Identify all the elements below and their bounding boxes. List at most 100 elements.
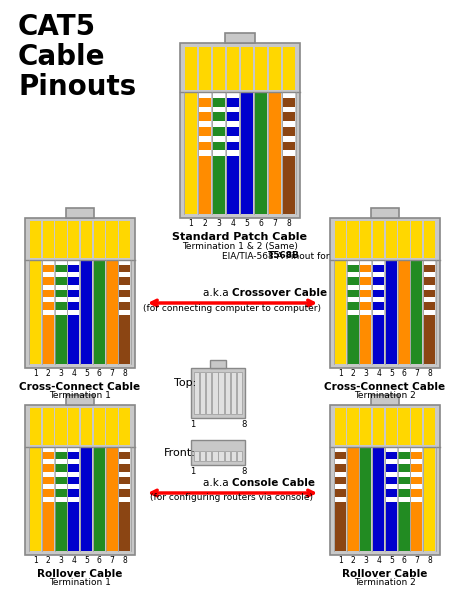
Text: 6: 6 xyxy=(97,556,101,565)
Bar xyxy=(347,260,359,322)
Bar xyxy=(55,221,66,258)
Text: Top:: Top: xyxy=(174,378,196,388)
Bar xyxy=(93,509,105,551)
FancyBboxPatch shape xyxy=(210,360,226,368)
Bar xyxy=(255,92,267,165)
Bar xyxy=(283,112,295,121)
Bar xyxy=(81,408,92,445)
Bar xyxy=(43,277,54,285)
Bar xyxy=(360,277,372,285)
Text: 5: 5 xyxy=(389,556,394,565)
Bar xyxy=(43,477,54,484)
Bar xyxy=(424,290,435,297)
Bar xyxy=(335,477,346,484)
Text: 6: 6 xyxy=(97,369,101,378)
Bar xyxy=(227,92,239,165)
FancyBboxPatch shape xyxy=(330,405,440,555)
Text: 8: 8 xyxy=(242,420,247,429)
Bar xyxy=(68,302,79,310)
Bar xyxy=(373,314,384,322)
Bar xyxy=(241,47,253,90)
Bar xyxy=(199,92,211,165)
Bar xyxy=(335,408,346,445)
Bar xyxy=(424,408,435,445)
Bar xyxy=(231,451,236,461)
Bar xyxy=(399,509,410,551)
Bar xyxy=(68,290,79,297)
Bar xyxy=(106,509,118,551)
Bar xyxy=(213,98,225,107)
Bar xyxy=(411,408,422,445)
Bar xyxy=(399,489,410,497)
Bar xyxy=(360,221,372,258)
Bar xyxy=(411,477,422,484)
Bar xyxy=(255,165,267,214)
Text: Termination 1: Termination 1 xyxy=(49,578,111,587)
Text: 4: 4 xyxy=(376,369,381,378)
FancyBboxPatch shape xyxy=(191,440,246,465)
Bar xyxy=(185,165,197,214)
Bar xyxy=(93,260,105,322)
Bar xyxy=(55,277,66,285)
Bar xyxy=(360,260,372,322)
Text: 3: 3 xyxy=(58,556,64,565)
Bar xyxy=(399,260,410,322)
Bar xyxy=(373,277,384,285)
Bar xyxy=(119,260,130,322)
Bar xyxy=(360,322,372,364)
Bar xyxy=(335,489,346,497)
Bar xyxy=(55,265,66,272)
Bar xyxy=(213,92,225,165)
Bar xyxy=(283,127,295,136)
Text: Termination 2: Termination 2 xyxy=(354,391,416,400)
Text: 7: 7 xyxy=(109,369,114,378)
Text: 4: 4 xyxy=(71,556,76,565)
Text: Rollover Cable: Rollover Cable xyxy=(37,569,123,579)
Text: 8: 8 xyxy=(287,219,292,228)
Bar xyxy=(68,501,79,509)
Bar xyxy=(55,314,66,322)
Bar xyxy=(386,322,397,364)
Bar xyxy=(30,322,41,364)
Bar xyxy=(212,372,218,414)
Text: Cross-Connect Cable: Cross-Connect Cable xyxy=(19,382,141,392)
Bar xyxy=(212,451,218,461)
Bar xyxy=(227,98,239,107)
Bar xyxy=(106,221,118,258)
Bar xyxy=(424,265,435,272)
Bar xyxy=(43,290,54,297)
Bar xyxy=(386,447,397,509)
Bar xyxy=(43,260,54,322)
Bar xyxy=(199,165,211,214)
Text: (for configuring routers via console): (for configuring routers via console) xyxy=(151,493,313,503)
Text: 6: 6 xyxy=(258,219,264,228)
Bar xyxy=(386,221,397,258)
Text: Console Cable: Console Cable xyxy=(232,478,315,488)
Bar xyxy=(55,260,66,322)
Text: 1: 1 xyxy=(33,556,38,565)
Bar xyxy=(68,489,79,497)
Bar xyxy=(81,260,92,322)
Bar xyxy=(269,92,281,165)
Bar xyxy=(360,447,372,509)
Text: Termination 1 & 2 (Same): Termination 1 & 2 (Same) xyxy=(182,242,298,251)
Text: 3: 3 xyxy=(58,369,64,378)
Bar xyxy=(424,260,435,322)
Bar xyxy=(347,509,359,551)
Bar xyxy=(424,322,435,364)
Text: 2: 2 xyxy=(46,556,51,565)
Text: 1: 1 xyxy=(33,369,38,378)
Bar xyxy=(360,290,372,297)
Bar xyxy=(241,165,253,214)
FancyBboxPatch shape xyxy=(330,218,440,368)
Bar xyxy=(399,322,410,364)
Bar xyxy=(200,372,205,414)
Bar xyxy=(424,314,435,322)
Bar xyxy=(386,501,397,509)
Text: 3: 3 xyxy=(364,556,368,565)
Bar xyxy=(373,221,384,258)
Bar xyxy=(386,465,397,472)
Text: 2: 2 xyxy=(46,369,51,378)
Bar xyxy=(106,260,118,322)
Bar xyxy=(119,408,130,445)
